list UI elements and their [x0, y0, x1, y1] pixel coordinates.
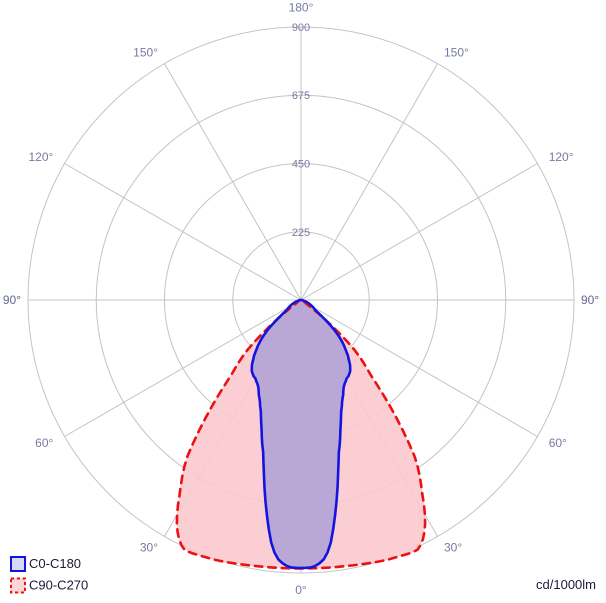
svg-text:150°: 150°: [444, 45, 469, 59]
svg-text:60°: 60°: [549, 436, 567, 450]
svg-text:90°: 90°: [581, 293, 599, 307]
svg-text:900: 900: [292, 22, 310, 34]
svg-text:60°: 60°: [35, 436, 53, 450]
svg-text:180°: 180°: [289, 1, 314, 15]
svg-text:675: 675: [292, 90, 310, 102]
svg-text:0°: 0°: [295, 583, 307, 597]
svg-text:cd/1000lm: cd/1000lm: [536, 577, 596, 592]
svg-text:30°: 30°: [140, 541, 158, 555]
svg-text:450: 450: [292, 159, 310, 171]
svg-text:30°: 30°: [444, 541, 462, 555]
svg-text:150°: 150°: [133, 45, 158, 59]
svg-text:225: 225: [292, 227, 310, 239]
svg-text:C90-C270: C90-C270: [29, 578, 88, 593]
svg-text:90°: 90°: [3, 293, 21, 307]
svg-text:120°: 120°: [28, 150, 53, 164]
svg-text:C0-C180: C0-C180: [29, 556, 81, 571]
svg-text:120°: 120°: [549, 150, 574, 164]
